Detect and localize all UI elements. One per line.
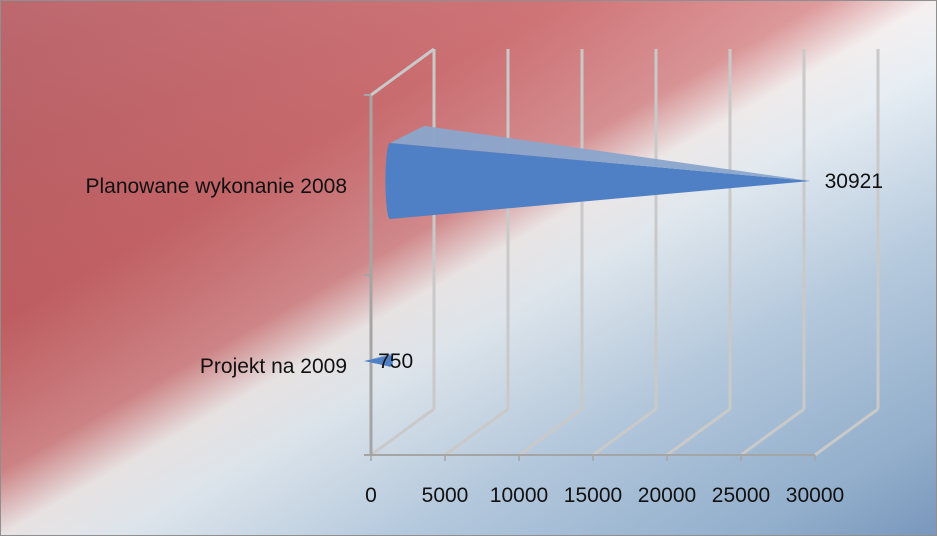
category-label-1: Projekt na 2009 bbox=[200, 355, 347, 378]
floor-line-6 bbox=[814, 407, 879, 457]
x-tick-label-2: 10000 bbox=[490, 484, 548, 507]
floor-line-5 bbox=[740, 407, 805, 457]
data-label-1: 750 bbox=[378, 350, 413, 373]
x-tick-label-3: 15000 bbox=[564, 484, 622, 507]
floor-line-3 bbox=[592, 407, 657, 457]
floor-line-0 bbox=[370, 407, 435, 457]
bar-1-base bbox=[387, 355, 393, 367]
bar-1-top bbox=[364, 352, 396, 361]
floor-line-2 bbox=[518, 407, 583, 457]
x-tick-label-4: 20000 bbox=[638, 484, 696, 507]
bar-1-front bbox=[364, 355, 390, 367]
labels: 30921 Planowane wykonanie 2008 750 Projekt … bbox=[85, 170, 883, 507]
x-tick-label-0: 0 bbox=[365, 484, 377, 507]
floor-line-1 bbox=[444, 407, 509, 457]
bar-0 bbox=[385, 125, 811, 219]
bar-0-base bbox=[385, 143, 395, 219]
bar-0-front bbox=[390, 143, 811, 219]
bars bbox=[364, 125, 811, 367]
x-tick-label-1: 5000 bbox=[422, 484, 469, 507]
gridlines bbox=[364, 47, 880, 461]
bar-0-top bbox=[390, 125, 811, 181]
bar-1 bbox=[364, 352, 396, 367]
x-tick-label-5: 25000 bbox=[712, 484, 770, 507]
data-label-0: 30921 bbox=[825, 170, 883, 193]
x-tick-label-6: 30000 bbox=[786, 484, 844, 507]
left-wall-top-edge bbox=[370, 47, 435, 97]
floor-line-4 bbox=[666, 407, 731, 457]
category-label-0: Planowane wykonanie 2008 bbox=[85, 175, 347, 198]
